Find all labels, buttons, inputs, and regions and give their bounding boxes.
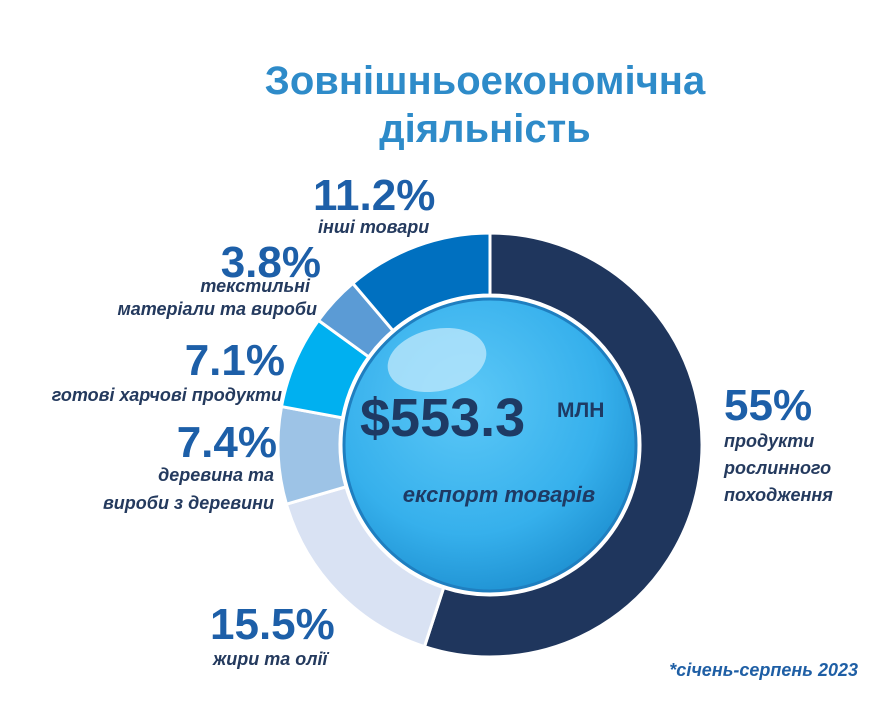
donut-slice-wood xyxy=(276,404,348,507)
slice-percent-plant-products: 55% xyxy=(724,381,813,430)
center-total-value: $553.3 xyxy=(360,388,526,448)
slice-label-plant-products-2: рослинного xyxy=(724,458,832,478)
slice-percent-wood: 7.4% xyxy=(176,418,277,467)
slice-label-food-products: готові харчові продукти xyxy=(51,385,282,405)
chart-title-line-2: діяльність xyxy=(379,107,591,151)
center-subtitle: експорт товарів xyxy=(402,482,596,507)
slice-percent-food-products: 7.1% xyxy=(184,336,285,385)
slice-percent-other-goods: 11.2% xyxy=(313,171,436,220)
slice-percent-textiles: 3.8% xyxy=(220,238,321,287)
chart-title-line-1: Зовнішньоекономічна xyxy=(264,59,706,103)
center-total-unit: МЛН xyxy=(557,399,605,422)
slice-label-textiles-2: матеріали та вироби xyxy=(117,299,317,319)
slice-label-other-goods: інші товари xyxy=(318,217,430,237)
slice-label-plant-products-1: продукти xyxy=(724,431,815,451)
slice-label-plant-products-3: походження xyxy=(724,485,833,505)
slice-label-wood-1: деревина та xyxy=(158,465,274,485)
footnote: *січень-серпень 2023 xyxy=(669,660,858,680)
slice-label-textiles-1: текстильні xyxy=(200,276,310,296)
slice-label-wood-2: вироби з деревини xyxy=(102,493,274,513)
bubble-highlight xyxy=(387,327,487,393)
slice-label-fats-oils: жири та олії xyxy=(213,649,328,669)
slice-percent-fats-oils: 15.5% xyxy=(210,600,335,649)
